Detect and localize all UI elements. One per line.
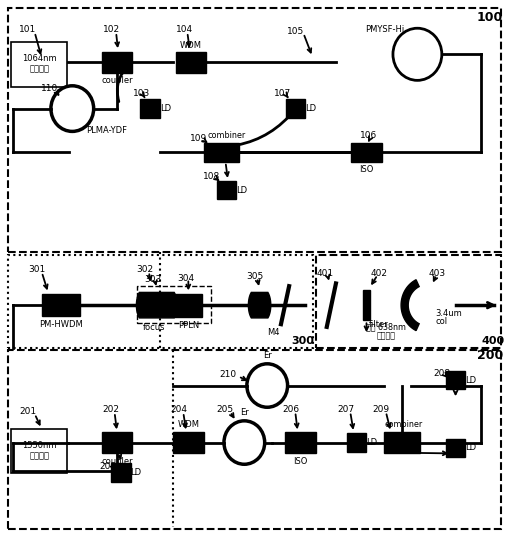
Text: 110: 110 <box>41 84 59 93</box>
Text: LD: LD <box>160 104 171 113</box>
Bar <box>8 350 501 529</box>
Bar <box>102 52 132 73</box>
Bar <box>351 143 382 162</box>
Text: 303: 303 <box>144 275 161 283</box>
Text: M4: M4 <box>268 328 280 337</box>
Text: 101: 101 <box>19 26 37 34</box>
Text: 107: 107 <box>274 89 291 98</box>
Text: WDM: WDM <box>177 420 200 428</box>
Text: 光并反馈: 光并反馈 <box>376 331 395 340</box>
Text: 300: 300 <box>292 336 314 346</box>
Text: 200: 200 <box>476 349 503 362</box>
Bar <box>137 286 211 323</box>
Bar <box>316 255 501 348</box>
Bar <box>11 429 67 473</box>
Text: 106: 106 <box>360 131 378 140</box>
Text: 1550nm
单频光源: 1550nm 单频光源 <box>22 441 56 460</box>
Text: 210: 210 <box>219 370 237 379</box>
Text: ISO: ISO <box>293 457 307 465</box>
Text: 1064nm
单频光源: 1064nm 单频光源 <box>22 54 56 74</box>
Bar <box>176 52 206 73</box>
Polygon shape <box>401 280 419 331</box>
Polygon shape <box>248 293 271 318</box>
Text: 204: 204 <box>171 406 188 414</box>
Bar <box>217 181 236 199</box>
Text: 3.4um: 3.4um <box>436 309 462 318</box>
Bar <box>285 432 316 453</box>
Text: 305: 305 <box>246 273 263 281</box>
Text: PM-HWDM: PM-HWDM <box>39 320 83 329</box>
Text: 探测 638nm: 探测 638nm <box>366 323 406 331</box>
Text: coupler: coupler <box>101 77 133 85</box>
Bar <box>8 8 501 252</box>
Text: 208: 208 <box>433 369 450 378</box>
Bar <box>204 143 239 162</box>
Text: 103: 103 <box>133 89 150 98</box>
Text: 400: 400 <box>481 336 504 346</box>
Text: focus: focus <box>143 324 165 332</box>
Text: PLMA-YDF: PLMA-YDF <box>87 126 127 135</box>
Bar <box>347 433 366 452</box>
Text: LD: LD <box>465 444 476 452</box>
Bar <box>42 294 80 316</box>
Text: 205: 205 <box>216 406 234 414</box>
Text: 304: 304 <box>177 274 194 282</box>
Text: LD: LD <box>465 376 476 384</box>
Bar <box>173 432 204 453</box>
Bar <box>140 99 160 118</box>
Text: LD: LD <box>366 438 377 447</box>
Bar <box>111 463 131 482</box>
Bar <box>102 432 132 453</box>
Bar <box>446 371 465 389</box>
Bar <box>286 99 305 118</box>
Text: 206: 206 <box>282 405 300 414</box>
Bar <box>8 255 313 348</box>
Text: ISO: ISO <box>359 165 374 174</box>
Text: col: col <box>436 317 448 326</box>
Text: filter: filter <box>370 320 389 329</box>
Text: PMYSF-Hi: PMYSF-Hi <box>364 26 404 34</box>
Text: LD: LD <box>130 468 141 477</box>
Bar <box>384 432 420 453</box>
Text: 207: 207 <box>337 405 355 414</box>
Text: 301: 301 <box>28 266 45 274</box>
Text: 104: 104 <box>176 26 193 34</box>
Bar <box>363 291 370 320</box>
Text: combiner: combiner <box>384 420 422 428</box>
Text: 302: 302 <box>136 266 154 274</box>
Text: 402: 402 <box>371 269 388 278</box>
Text: 401: 401 <box>316 269 333 278</box>
Text: Er: Er <box>263 351 272 360</box>
Text: 102: 102 <box>103 26 121 34</box>
Bar <box>11 42 67 87</box>
Text: 403: 403 <box>428 269 445 278</box>
Text: WDM: WDM <box>180 41 202 49</box>
Bar <box>174 294 202 317</box>
Text: combiner: combiner <box>207 131 246 140</box>
Text: 108: 108 <box>203 172 220 181</box>
Text: 105: 105 <box>287 27 304 36</box>
Polygon shape <box>136 293 177 318</box>
Text: 202: 202 <box>102 406 120 414</box>
Text: PPLN: PPLN <box>178 321 199 330</box>
Text: 100: 100 <box>476 11 503 24</box>
Text: LD: LD <box>236 186 247 194</box>
Text: 109: 109 <box>190 134 207 143</box>
Text: Er: Er <box>240 408 249 417</box>
Text: LD: LD <box>305 104 316 113</box>
Text: 201: 201 <box>19 407 37 416</box>
Text: 209: 209 <box>372 405 389 414</box>
Text: coupler: coupler <box>101 457 133 465</box>
Text: 203: 203 <box>99 463 117 471</box>
Bar <box>446 439 465 457</box>
